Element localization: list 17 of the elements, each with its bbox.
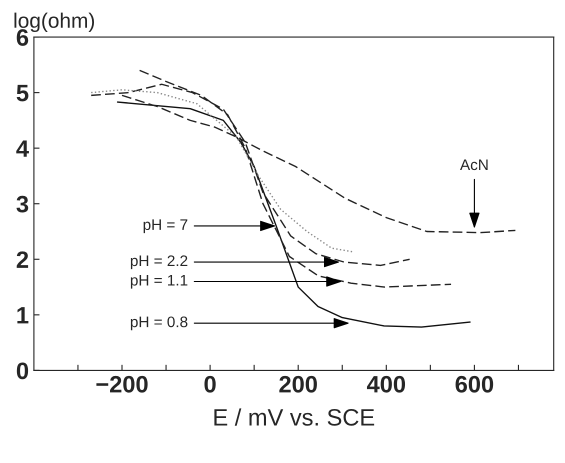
y-tick-label: 1 xyxy=(17,307,28,324)
annotation: AcN xyxy=(460,159,488,170)
annotation: pH = 7 xyxy=(144,219,188,234)
y-tick-label: 3 xyxy=(16,196,28,213)
x-axis-title: E / mV vs. SCE xyxy=(214,408,374,426)
x-tick-label: 400 xyxy=(366,376,406,393)
annotation: pH = 2.2 xyxy=(130,255,188,270)
x-tick-label: −200 xyxy=(96,376,148,393)
x-tick-label: 600 xyxy=(456,376,494,393)
y-tick-label: 5 xyxy=(16,84,28,102)
y-tick-label: 4 xyxy=(16,140,29,157)
y-tick-label: 2 xyxy=(16,251,28,268)
x-tick-label: 0 xyxy=(204,376,216,393)
annotation: pH = 1.1 xyxy=(130,274,188,289)
x-tick-label: 200 xyxy=(279,376,317,393)
y-tick-label: 0 xyxy=(16,362,28,380)
annotation: pH = 0.8 xyxy=(130,316,188,330)
